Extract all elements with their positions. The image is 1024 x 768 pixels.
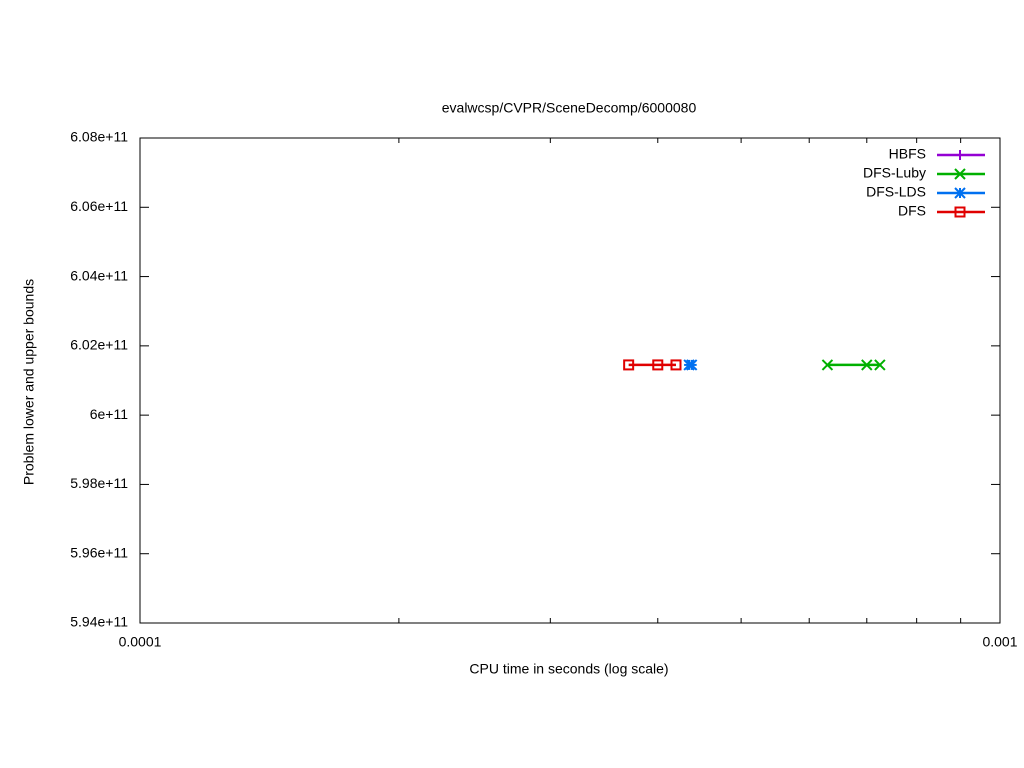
y-tick-label: 6.04e+11	[70, 267, 128, 283]
marker-square	[954, 206, 966, 218]
marker-stroke	[954, 187, 966, 199]
y-axis-label: Problem lower and upper bounds	[21, 279, 37, 485]
chart-title: evalwcsp/CVPR/SceneDecomp/6000080	[442, 100, 697, 116]
marker	[652, 359, 664, 371]
marker	[670, 359, 682, 371]
marker	[685, 359, 698, 371]
plot-frame	[139, 137, 1001, 624]
x-tick-label: 0.001	[982, 634, 1017, 650]
y-tick-label: 6e+11	[90, 406, 128, 422]
marker-stroke	[821, 359, 834, 371]
marker-square	[623, 359, 635, 371]
y-tick-label: 6.02e+11	[70, 337, 128, 353]
marker	[821, 359, 834, 371]
y-tick-label: 5.94e+11	[70, 614, 128, 630]
marker	[954, 206, 966, 218]
y-tick-label: 5.98e+11	[70, 475, 128, 491]
legend-label: DFS	[898, 203, 926, 219]
marker	[954, 187, 966, 199]
x-axis-label: CPU time in seconds (log scale)	[469, 661, 668, 677]
legend-label: DFS-Luby	[863, 165, 926, 181]
legend-label: HBFS	[889, 146, 926, 162]
x-tick-label: 0.0001	[119, 634, 162, 650]
marker-stroke	[861, 359, 873, 371]
marker	[874, 359, 886, 371]
marker	[955, 150, 965, 160]
marker-square	[670, 359, 682, 371]
marker	[861, 359, 873, 371]
marker-stroke	[874, 359, 886, 371]
legend-label: DFS-LDS	[866, 184, 926, 200]
y-tick-label: 6.08e+11	[70, 129, 128, 145]
marker-stroke	[685, 359, 698, 371]
marker-square	[652, 359, 664, 371]
y-tick-label: 6.06e+11	[70, 198, 128, 214]
marker-stroke	[954, 168, 966, 180]
marker	[954, 168, 966, 180]
marker	[623, 359, 635, 371]
y-tick-label: 5.96e+11	[70, 544, 128, 560]
